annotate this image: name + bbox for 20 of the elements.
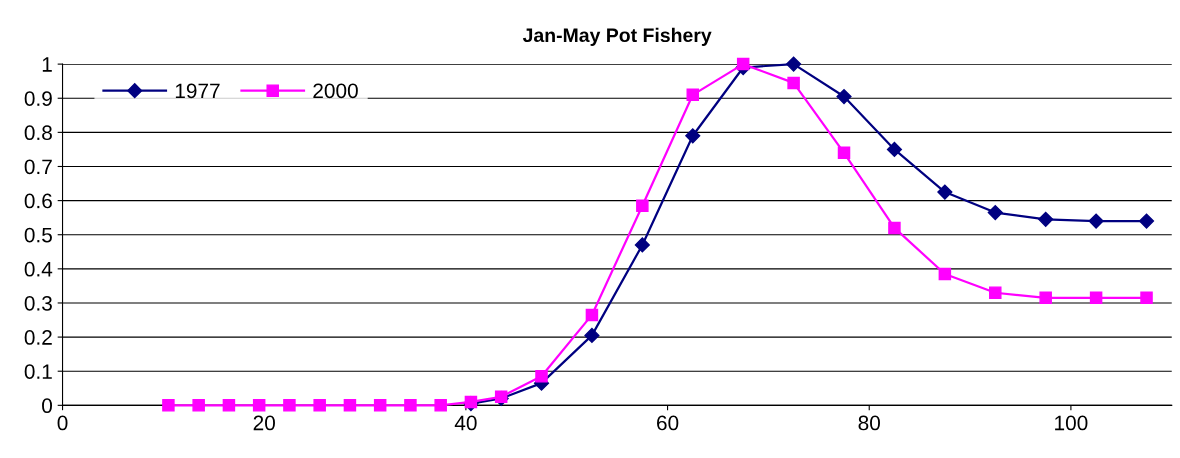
- y-tick-label: 1: [42, 57, 52, 72]
- x-tick-label: 60: [657, 415, 679, 431]
- y-tick-label: 0.8: [24, 125, 52, 141]
- y-tick-label: 0.6: [24, 193, 52, 209]
- y-tick-label: 0.5: [24, 227, 52, 243]
- y-tick-label: 0.1: [24, 364, 52, 379]
- x-tick-label: 40: [454, 415, 477, 431]
- y-tick-label: 0.2: [24, 330, 52, 345]
- y-tick-label: 0.4: [24, 261, 53, 277]
- x-tick-label: 0: [57, 415, 68, 431]
- legend-label: 1977: [175, 83, 220, 99]
- y-tick-label: 0.9: [24, 91, 52, 106]
- chart-title: Jan-May Pot Fishery: [522, 27, 712, 46]
- y-tick-label: 0.7: [24, 159, 52, 175]
- x-tick-label: 20: [253, 415, 275, 431]
- legend-label: 2000: [313, 83, 358, 99]
- x-tick-label: 80: [858, 415, 880, 431]
- y-tick-label: 0: [42, 398, 52, 414]
- x-tick-label: 100: [1055, 415, 1088, 431]
- y-tick-label: 0.3: [24, 295, 52, 311]
